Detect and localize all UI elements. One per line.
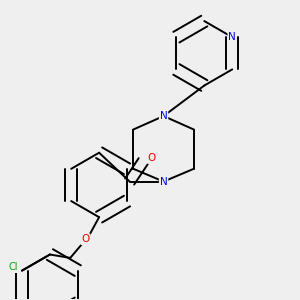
Text: N: N [160,177,167,187]
Text: O: O [81,234,90,244]
Text: O: O [148,153,156,163]
Text: Cl: Cl [9,262,18,272]
Text: N: N [228,32,236,42]
Text: N: N [160,111,167,121]
